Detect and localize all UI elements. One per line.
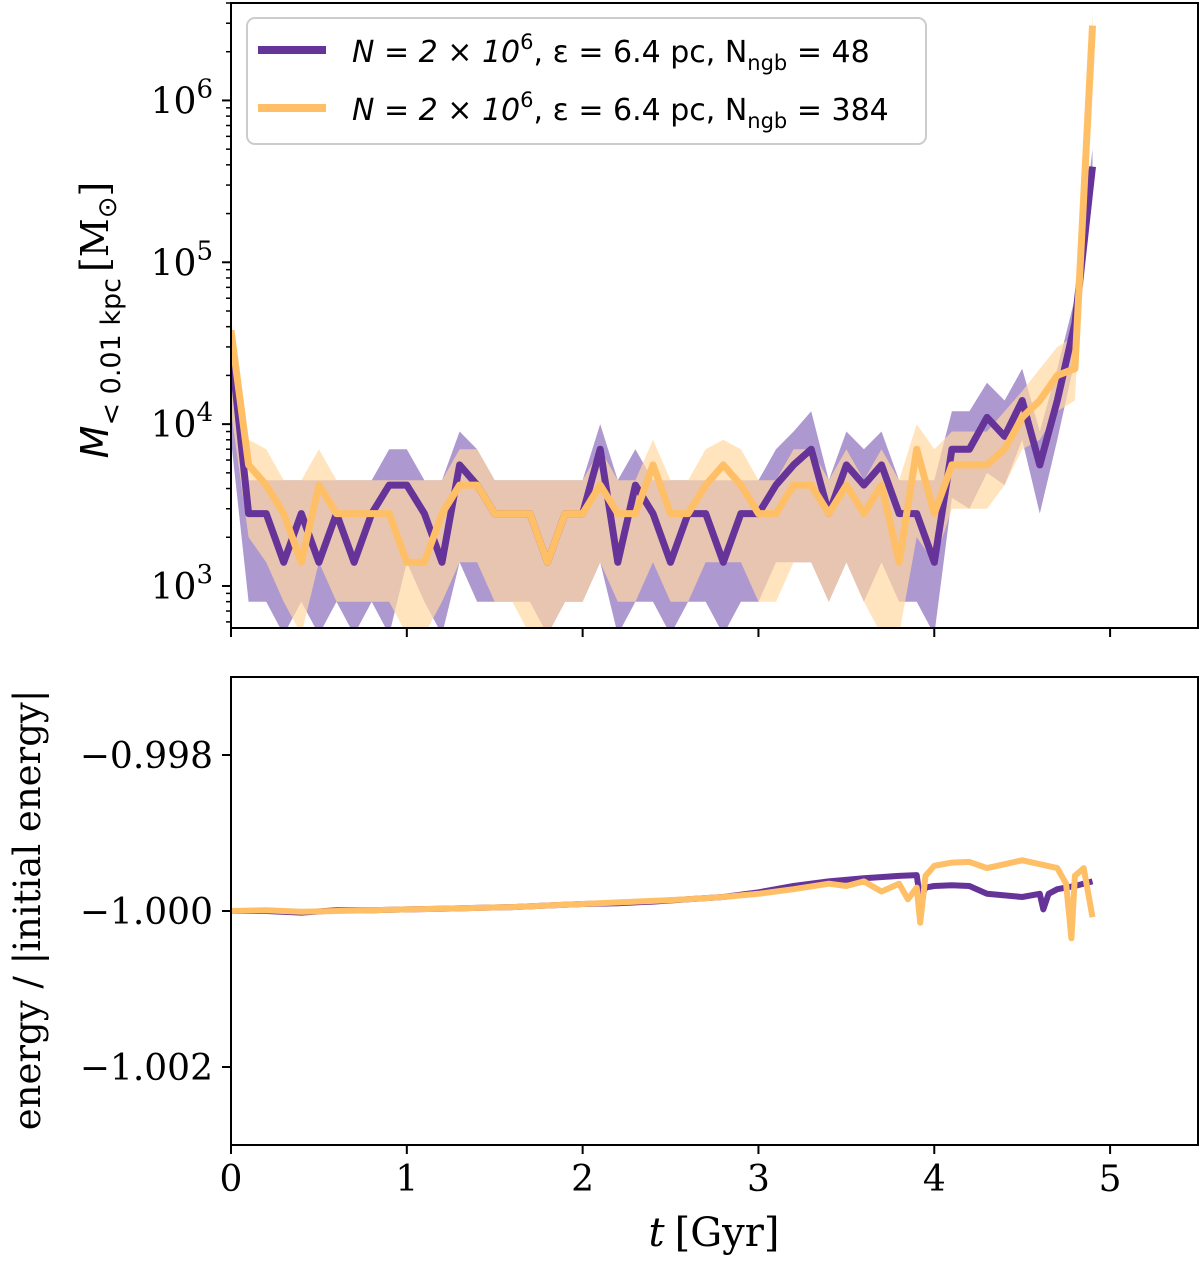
bottom-xtick-label-0: 0 <box>220 1159 243 1200</box>
bottom-xtick-label-1: 1 <box>395 1159 418 1200</box>
legend-n384-tail: = 384 <box>787 93 888 128</box>
top-ylabel: M< 0.01 kpc [M⊙] <box>73 182 127 459</box>
top-ytick-label-1: 104 <box>151 398 213 446</box>
legend-n48-mid: , ε = 6.4 pc, N <box>534 35 748 70</box>
bottom-lines <box>231 857 1096 942</box>
top-ytick-label-0: 103 <box>151 560 213 608</box>
bottom-xtick-label-4: 4 <box>923 1159 946 1200</box>
top-axes-frame <box>230 2 1199 629</box>
bottom-xtick-label-3: 3 <box>747 1159 770 1200</box>
x-axis-label: t [Gyr] <box>649 1210 780 1256</box>
bottom-axes-frame <box>230 676 1199 1146</box>
legend-n48-main: N = 2 × 10 <box>352 35 520 70</box>
legend-n384-mid: , ε = 6.4 pc, N <box>534 93 748 128</box>
top-ylabel-close: ] <box>73 182 117 197</box>
top-ytick-label-2: 105 <box>151 236 213 284</box>
top-ylabel-sun: ⊙ <box>93 196 123 218</box>
bottom-ytick-label-1: −1.000 <box>80 892 213 933</box>
legend: N = 2 × 106, ε = 6.4 pc, Nngb = 48 N = 2… <box>246 17 927 145</box>
top-ylabel-sub: < 0.01 kpc <box>96 278 127 426</box>
bottom-xtick-label-2: 2 <box>571 1159 594 1200</box>
bottom-ticks: 0 1 2 3 4 5 −1.002 −1.000 −0.998 <box>80 736 1122 1200</box>
line-bottom-n384 <box>231 857 1096 942</box>
legend-box <box>246 17 927 145</box>
top-ylabel-unit: [M <box>73 218 117 272</box>
top-ylabel-var: M <box>73 426 117 459</box>
legend-n48-sub: ngb <box>747 51 787 75</box>
top-ytick-label-3: 106 <box>151 74 213 122</box>
bottom-xtick-label-5: 5 <box>1099 1159 1122 1200</box>
x-axis-label-unit: [Gyr] <box>675 1210 780 1256</box>
legend-label-n48: N = 2 × 106, ε = 6.4 pc, Nngb = 48 <box>352 30 870 75</box>
legend-n48-tail: = 48 <box>787 35 869 70</box>
top-lines <box>231 25 1096 566</box>
bottom-ytick-label-0: −1.002 <box>80 1048 213 1089</box>
legend-n48-exp: 6 <box>520 30 533 54</box>
line-top-n384 <box>231 25 1096 566</box>
legend-label-n384: N = 2 × 106, ε = 6.4 pc, Nngb = 384 <box>352 88 889 133</box>
x-axis-label-var: t <box>649 1210 666 1256</box>
top-ticks: 103 104 105 106 <box>151 2 1112 637</box>
line-bottom-n48 <box>231 872 1094 916</box>
legend-n384-sub: ngb <box>747 109 787 133</box>
legend-n384-main: N = 2 × 10 <box>352 93 520 128</box>
bottom-ytick-label-2: −0.998 <box>80 736 213 777</box>
bottom-panel: 0 1 2 3 4 5 −1.002 −1.000 −0.998 energy / |initi… <box>6 676 1199 1256</box>
legend-n384-exp: 6 <box>520 88 533 112</box>
bottom-ylabel: energy / |initial energy| <box>6 690 49 1131</box>
